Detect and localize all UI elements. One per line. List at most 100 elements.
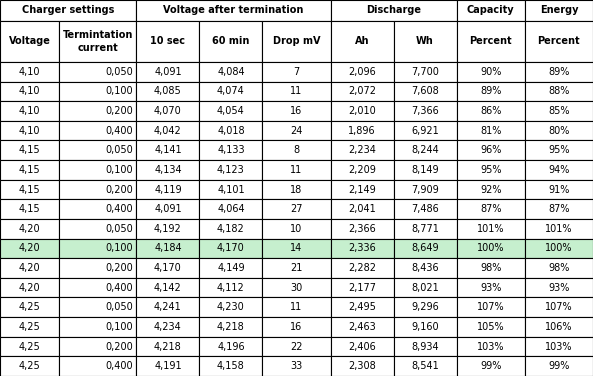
Text: 4,25: 4,25 — [19, 341, 40, 352]
Text: 107%: 107% — [477, 302, 505, 312]
Text: 4,15: 4,15 — [19, 204, 40, 214]
Bar — [525, 101, 593, 121]
Text: 4,119: 4,119 — [154, 185, 181, 194]
Text: 2,308: 2,308 — [348, 361, 376, 371]
Bar — [136, 337, 199, 356]
Bar — [525, 180, 593, 199]
Bar — [394, 21, 457, 62]
Bar — [0, 62, 59, 82]
Text: 8,541: 8,541 — [411, 361, 439, 371]
Text: 8: 8 — [294, 145, 299, 155]
Text: 4,085: 4,085 — [154, 86, 182, 96]
Text: 0,400: 0,400 — [106, 361, 133, 371]
Text: 103%: 103% — [477, 341, 505, 352]
Text: 96%: 96% — [480, 145, 501, 155]
Text: 98%: 98% — [548, 263, 570, 273]
Bar — [394, 297, 457, 317]
Text: 2,282: 2,282 — [348, 263, 376, 273]
Text: 4,20: 4,20 — [19, 224, 40, 234]
Text: 11: 11 — [291, 302, 302, 312]
Bar — [525, 239, 593, 258]
Bar — [457, 180, 525, 199]
Bar — [262, 337, 331, 356]
Bar — [394, 180, 457, 199]
Bar — [0, 121, 59, 141]
Bar — [199, 199, 262, 219]
Text: 4,064: 4,064 — [217, 204, 245, 214]
Text: 4,230: 4,230 — [217, 302, 245, 312]
Text: 4,074: 4,074 — [217, 86, 245, 96]
Text: 90%: 90% — [480, 67, 501, 77]
Text: 8,244: 8,244 — [411, 145, 439, 155]
Bar — [331, 0, 457, 21]
Text: 4,084: 4,084 — [217, 67, 245, 77]
Text: 21: 21 — [291, 263, 302, 273]
Text: 91%: 91% — [548, 185, 570, 194]
Text: Voltage after termination: Voltage after termination — [163, 5, 304, 15]
Text: 4,141: 4,141 — [154, 145, 181, 155]
Bar — [394, 82, 457, 101]
Text: 95%: 95% — [548, 145, 570, 155]
Text: 4,234: 4,234 — [154, 322, 182, 332]
Text: 4,10: 4,10 — [19, 106, 40, 116]
Text: 4,25: 4,25 — [19, 361, 40, 371]
Bar — [394, 317, 457, 337]
Text: Capacity: Capacity — [467, 5, 515, 15]
Text: 7,608: 7,608 — [411, 86, 439, 96]
Bar — [59, 278, 136, 297]
Text: 0,400: 0,400 — [106, 126, 133, 136]
Text: 8,649: 8,649 — [412, 243, 439, 253]
Bar — [457, 239, 525, 258]
Text: 4,15: 4,15 — [19, 185, 40, 194]
Bar — [59, 239, 136, 258]
Text: 81%: 81% — [480, 126, 501, 136]
Bar — [457, 121, 525, 141]
Bar — [199, 337, 262, 356]
Bar — [525, 0, 593, 21]
Text: 8,771: 8,771 — [411, 224, 439, 234]
Text: 30: 30 — [291, 283, 302, 293]
Bar — [136, 356, 199, 376]
Text: 10 sec: 10 sec — [151, 36, 186, 46]
Bar — [394, 62, 457, 82]
Bar — [59, 160, 136, 180]
Text: 0,100: 0,100 — [106, 322, 133, 332]
Bar — [199, 62, 262, 82]
Bar — [331, 82, 394, 101]
Text: 0,100: 0,100 — [106, 243, 133, 253]
Text: 2,406: 2,406 — [348, 341, 376, 352]
Text: 85%: 85% — [548, 106, 570, 116]
Text: 16: 16 — [291, 106, 302, 116]
Bar — [136, 219, 199, 239]
Bar — [0, 219, 59, 239]
Bar — [331, 101, 394, 121]
Bar — [331, 21, 394, 62]
Bar — [199, 258, 262, 278]
Bar — [0, 180, 59, 199]
Text: 87%: 87% — [480, 204, 502, 214]
Bar — [457, 219, 525, 239]
Bar — [199, 82, 262, 101]
Bar — [331, 356, 394, 376]
Bar — [525, 121, 593, 141]
Bar — [525, 356, 593, 376]
Text: 0,050: 0,050 — [106, 224, 133, 234]
Text: 4,170: 4,170 — [217, 243, 245, 253]
Bar — [331, 141, 394, 160]
Bar — [457, 101, 525, 121]
Bar — [457, 160, 525, 180]
Bar — [136, 317, 199, 337]
Text: 18: 18 — [291, 185, 302, 194]
Text: 4,196: 4,196 — [217, 341, 245, 352]
Text: Drop mV: Drop mV — [273, 36, 320, 46]
Bar — [331, 239, 394, 258]
Text: 0,400: 0,400 — [106, 204, 133, 214]
Text: 106%: 106% — [545, 322, 573, 332]
Bar — [331, 199, 394, 219]
Text: 4,134: 4,134 — [154, 165, 181, 175]
Bar — [262, 101, 331, 121]
Bar — [0, 160, 59, 180]
Text: 0,200: 0,200 — [106, 106, 133, 116]
Text: 10: 10 — [291, 224, 302, 234]
Text: 2,336: 2,336 — [348, 243, 376, 253]
